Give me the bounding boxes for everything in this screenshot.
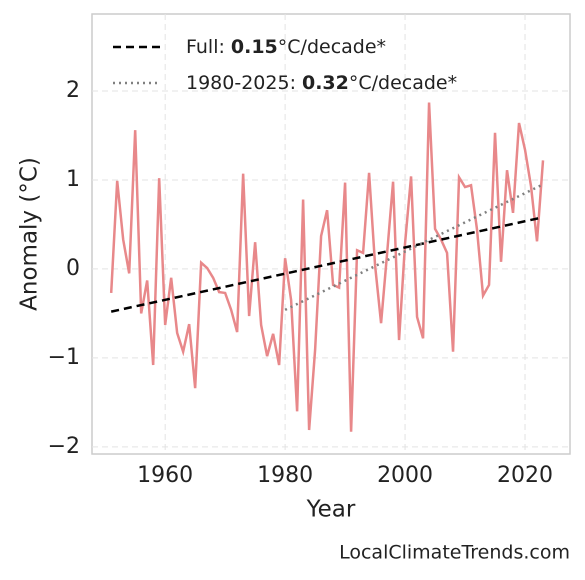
- series-line: [110, 216, 544, 313]
- credit: LocalClimateTrends.com: [339, 542, 570, 564]
- legend-rate: 0.32: [302, 72, 349, 94]
- legend-rate: 0.15: [231, 36, 278, 58]
- x-tick-label: 2000: [377, 463, 433, 488]
- series-line: [109, 102, 545, 432]
- x-tick-label: 1960: [137, 463, 193, 488]
- legend-entry: Full: 0.15°C/decade*: [186, 36, 386, 58]
- legend-label: Full:: [186, 36, 225, 58]
- x-tick-label: 1980: [257, 463, 313, 488]
- y-tick-label: −2: [48, 434, 80, 459]
- y-tick-label: 0: [66, 256, 80, 281]
- legend-entry: 1980-2025: 0.32°C/decade*: [186, 72, 457, 94]
- y-tick-label: 2: [66, 78, 80, 103]
- legend-unit: °C/decade*: [349, 72, 457, 94]
- x-axis-label: Year: [306, 497, 356, 523]
- y-tick-label: 1: [66, 167, 80, 192]
- plot-frame: [91, 13, 571, 455]
- y-axis-label: Anomaly (°C): [17, 157, 43, 311]
- legend-unit: °C/decade*: [278, 36, 386, 58]
- y-tick-label: −1: [48, 345, 80, 370]
- legend-label: 1980-2025:: [186, 72, 296, 94]
- x-tick-label: 2020: [497, 463, 553, 488]
